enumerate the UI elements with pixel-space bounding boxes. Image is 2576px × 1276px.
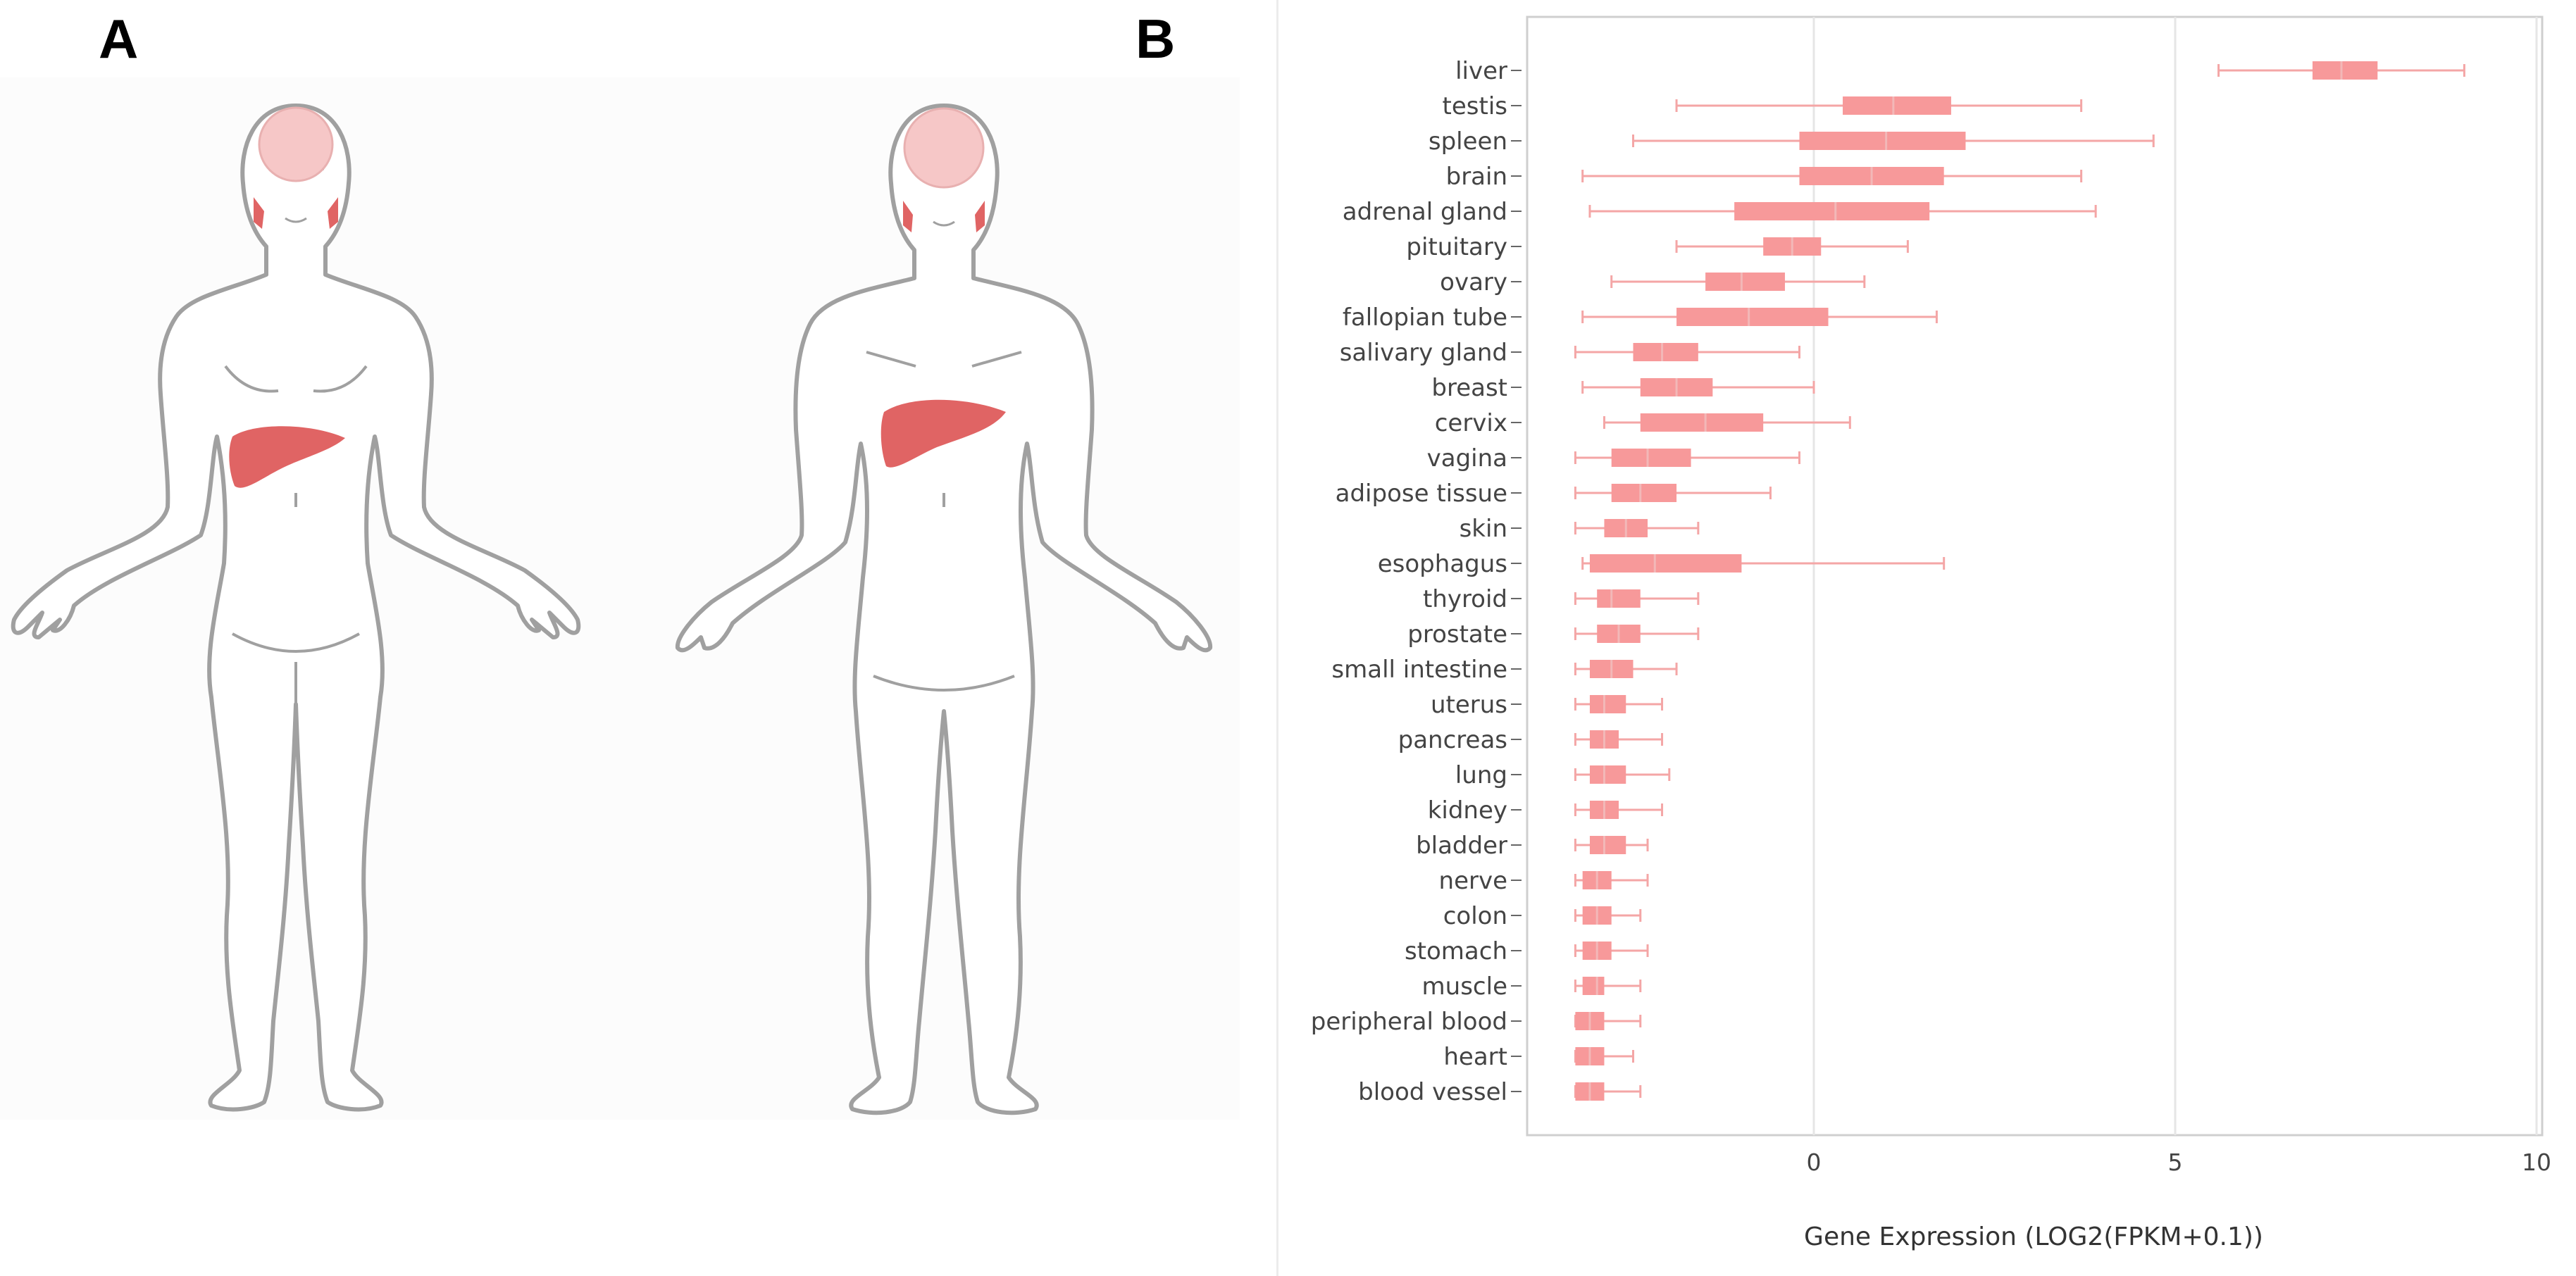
category-label-thyroid: thyroid [1423,585,1507,613]
category-label-prostate: prostate [1407,620,1507,649]
category-label-brain: brain [1446,163,1507,191]
box-adrenal-gland [1588,202,2097,220]
box-cervix [1603,413,1851,432]
box-bladder [1574,836,1649,854]
x-tick-labels: 0 5 10 [1807,1149,2552,1176]
x-axis-label: Gene Expression (LOG2(FPKM+0.1)) [1804,1222,2263,1251]
box-liver [2217,61,2465,80]
male-body-outline [675,104,1213,1115]
box-kidney [1574,801,1664,819]
female-liver-icon [229,426,345,488]
box-iqr-salivary-gland [1633,343,1698,361]
category-label-bladder: bladder [1416,832,1507,860]
box-pituitary [1675,237,1909,256]
female-salivary-gland-icon [254,197,338,229]
box-spleen [1632,132,2155,150]
box-esophagus [1581,554,1946,573]
category-label-peripheral-blood: peripheral blood [1311,1008,1507,1036]
box-stomach [1574,942,1649,960]
box-testis [1675,96,2083,115]
category-label-adrenal-gland: adrenal gland [1343,198,1507,226]
box-layer [1574,61,2465,1101]
female-brain-icon [258,106,334,182]
category-label-liver: liver [1455,57,1507,85]
box-iqr-spleen [1799,132,1966,150]
box-salivary-gland [1574,343,1800,361]
box-iqr-vagina [1611,449,1691,467]
box-lung [1574,765,1671,784]
x-tick-label-5: 5 [2168,1149,2183,1176]
category-label-cervix: cervix [1435,409,1507,437]
category-labels: liver testis spleen brain adrenal gland pitui… [1311,57,1522,1106]
category-label-heart: heart [1443,1043,1507,1071]
box-colon [1574,906,1642,925]
plot-frame [1526,15,2544,1137]
box-iqr-cervix [1640,413,1764,432]
box-muscle [1574,977,1642,995]
box-iqr-fallopian-tube [1676,308,1829,326]
category-label-ovary: ovary [1440,268,1507,296]
category-label-muscle: muscle [1422,972,1507,1001]
box-fallopian-tube [1581,308,1938,326]
box-thyroid [1574,589,1700,608]
panel-label-b: B [1135,8,1176,70]
category-label-adipose-tissue: adipose tissue [1336,480,1507,508]
category-label-lung: lung [1455,761,1507,789]
category-label-pancreas: pancreas [1398,726,1507,754]
box-adipose-tissue [1574,484,1772,502]
male-torso-lines [866,351,1022,692]
category-label-fallopian-tube: fallopian tube [1343,304,1507,332]
x-tick-label-0: 0 [1807,1149,1822,1176]
box-iqr-thyroid [1597,589,1641,608]
anatomy-illustrations [11,104,1213,1115]
category-label-nerve: nerve [1439,867,1507,895]
box-iqr-adrenal-gland [1734,202,1930,220]
box-pancreas [1574,730,1664,749]
category-label-salivary-gland: salivary gland [1340,339,1507,367]
female-torso-lines [224,365,368,704]
box-iqr-lung [1589,765,1626,784]
category-label-spleen: spleen [1429,127,1507,156]
category-label-pituitary: pituitary [1406,233,1507,261]
panel-label-a: A [99,8,139,70]
box-brain [1581,167,2083,185]
category-label-testis: testis [1443,92,1507,120]
category-label-skin: skin [1460,515,1507,543]
box-skin [1574,519,1700,537]
box-iqr-esophagus [1589,554,1742,573]
box-small-intestine [1574,660,1678,678]
category-label-vagina: vagina [1427,444,1507,473]
box-iqr-uterus [1589,695,1626,713]
category-label-esophagus: esophagus [1378,550,1507,578]
panel-divider [1276,0,1278,1276]
box-breast [1581,378,1815,396]
box-blood-vessel [1574,1082,1642,1101]
male-liver-icon [881,399,1006,468]
box-iqr-bladder [1589,836,1626,854]
male-salivary-gland-icon [903,201,985,232]
category-label-breast: breast [1431,374,1507,402]
category-label-stomach: stomach [1405,937,1507,965]
box-vagina [1574,449,1800,467]
category-label-small-intestine: small intestine [1331,656,1507,684]
box-iqr-adipose-tissue [1611,484,1677,502]
x-tick-label-10: 10 [2522,1149,2551,1176]
male-brain-icon [903,107,985,189]
box-peripheral-blood [1574,1012,1642,1030]
category-label-kidney: kidney [1428,796,1507,825]
category-label-colon: colon [1443,902,1507,930]
category-label-uterus: uterus [1431,691,1507,719]
box-prostate [1574,625,1700,643]
box-nerve [1574,871,1649,889]
box-iqr-testis [1843,96,1951,115]
box-iqr-muscle [1582,977,1605,995]
category-label-blood-vessel: blood vessel [1358,1078,1507,1106]
box-iqr-ovary [1705,273,1785,291]
box-iqr-liver [2312,61,2378,80]
box-heart [1574,1047,1634,1065]
body-figures-area [0,77,1240,1120]
box-uterus [1574,695,1664,713]
box-ovary [1610,273,1866,291]
